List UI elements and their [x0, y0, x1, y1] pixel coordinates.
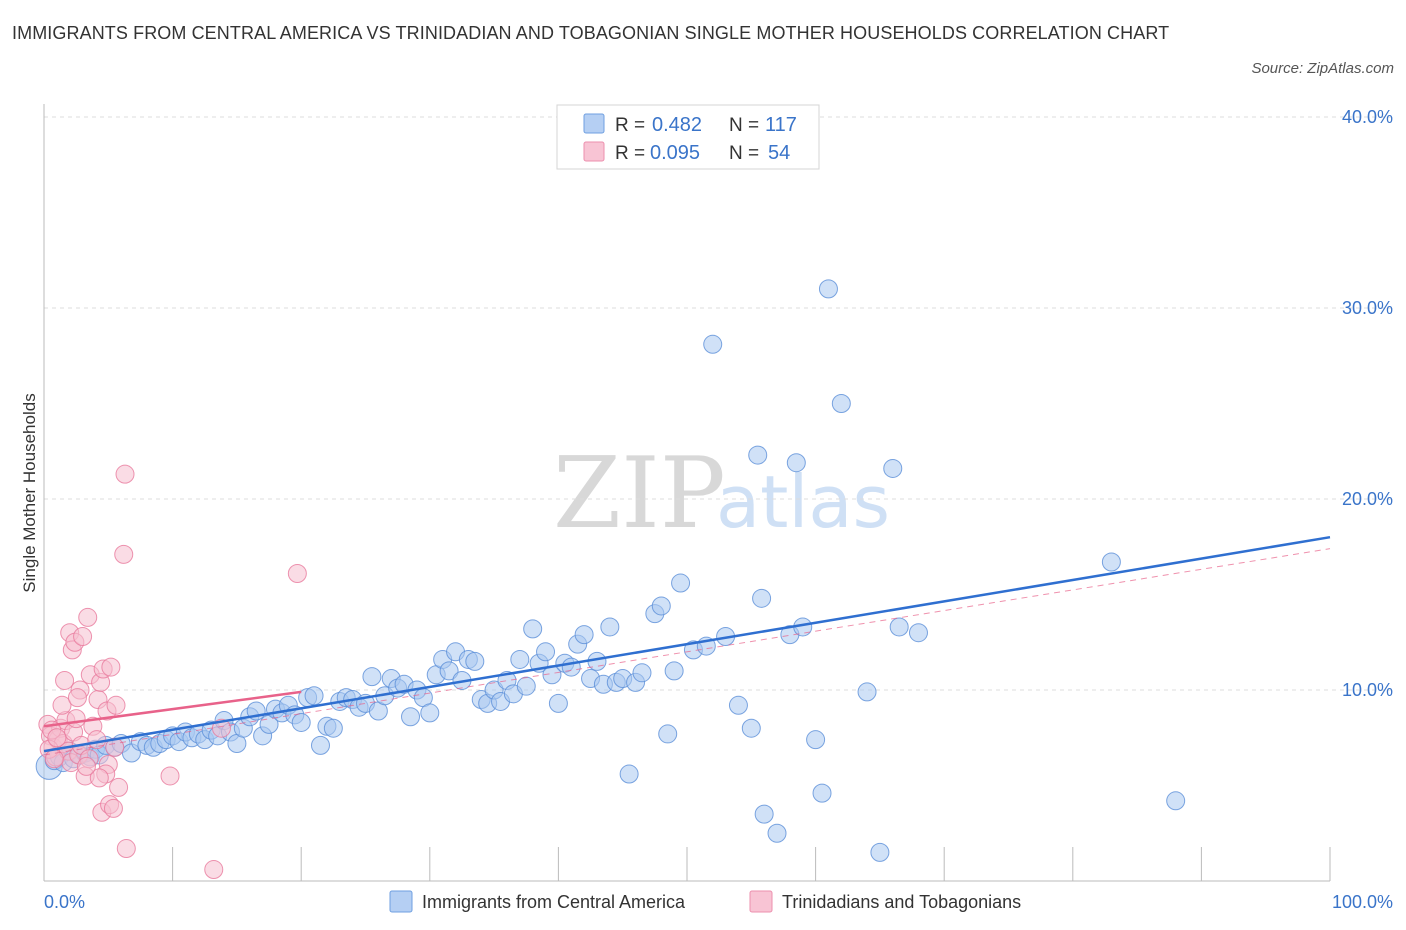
data-point-trinidad [55, 670, 75, 690]
data-point-trinidad [160, 766, 180, 786]
data-point-central-america [728, 695, 748, 715]
data-point-central-america [561, 657, 581, 677]
y-tick-label: 30.0% [1342, 298, 1393, 318]
data-point-central-america [908, 623, 928, 643]
stats-n-value-trinidad: 54 [768, 142, 790, 164]
data-point-central-america [651, 596, 671, 616]
stats-swatch-central-america [583, 113, 605, 134]
data-point-central-america [767, 823, 787, 843]
data-point-trinidad [103, 798, 123, 818]
stats-legend-box: R = 0.482 N = 117 R = 0.095 N = 54 [556, 104, 820, 170]
data-point-central-america [754, 804, 774, 824]
y-tick-label: 20.0% [1342, 489, 1393, 509]
data-point-central-america [401, 707, 421, 727]
trend-line-dashed [43, 548, 1331, 756]
watermark-zip: ZIP [553, 437, 726, 551]
trend-line-trinidad [43, 690, 302, 728]
data-point-central-america [812, 783, 832, 803]
data-point-central-america [1166, 791, 1186, 811]
data-point-central-america [516, 676, 536, 696]
series-trinidad-points [38, 464, 307, 880]
stats-n-label-1: N = [729, 115, 759, 136]
series-central-america-points [35, 279, 1186, 862]
legend-label-central-america[interactable]: Immigrants from Central America [422, 892, 686, 912]
legend-swatch-trinidad[interactable] [749, 890, 773, 913]
data-point-central-america [523, 619, 543, 639]
data-point-central-america [786, 453, 806, 473]
stats-n-value-central-america: 117 [765, 114, 797, 136]
data-point-central-america [362, 667, 382, 687]
data-point-central-america [889, 617, 909, 637]
data-point-central-america [741, 718, 761, 738]
data-point-trinidad [114, 544, 134, 564]
data-point-central-america [420, 703, 440, 723]
stats-r-value-trinidad: 0.095 [650, 142, 700, 164]
data-point-trinidad [47, 728, 67, 748]
data-point-central-america [1101, 552, 1121, 572]
gridlines [44, 116, 1393, 691]
y-tick-label: 10.0% [1342, 680, 1393, 700]
data-point-central-america [310, 735, 330, 755]
data-point-central-america [439, 661, 459, 681]
data-point-central-america [752, 588, 772, 608]
data-point-central-america [857, 682, 877, 702]
data-point-trinidad [78, 607, 98, 627]
data-point-central-america [671, 573, 691, 593]
legend-label-trinidad[interactable]: Trinidadians and Tobagonians [782, 892, 1021, 912]
data-point-central-america [831, 394, 851, 413]
data-point-trinidad [204, 860, 224, 880]
y-axis-label: Single Mother Households [20, 393, 39, 592]
data-point-central-america [574, 625, 594, 645]
chart-title: IMMIGRANTS FROM CENTRAL AMERICA VS TRINI… [12, 23, 1170, 43]
trend-line-central-america [43, 535, 1331, 753]
bottom-legend: Immigrants from Central America Trinidad… [389, 890, 1021, 913]
x-axis-ticks [43, 847, 1331, 881]
data-point-central-america [703, 334, 723, 354]
data-point-trinidad [116, 839, 136, 859]
data-point-central-america [291, 712, 311, 732]
data-point-trinidad [66, 709, 86, 729]
data-point-central-america [883, 458, 903, 478]
data-point-trinidad [76, 756, 96, 776]
stats-n-label-2: N = [729, 143, 759, 164]
data-point-central-america [632, 663, 652, 683]
data-point-central-america [465, 651, 485, 671]
y-axis-tick-labels: 10.0% 20.0% 30.0% 40.0% [1342, 107, 1393, 700]
stats-swatch-trinidad [583, 141, 605, 162]
data-point-central-america [600, 617, 620, 637]
stats-r-label-2: R = [615, 143, 645, 164]
stats-r-value-central-america: 0.482 [652, 114, 702, 136]
data-point-trinidad [101, 657, 121, 677]
data-point-central-america [536, 642, 556, 662]
data-point-trinidad [67, 688, 87, 708]
data-point-central-america [304, 686, 324, 706]
data-point-trinidad [115, 464, 135, 484]
data-point-central-america [818, 279, 838, 299]
data-point-central-america [748, 445, 768, 465]
data-point-trinidad [52, 695, 72, 715]
data-point-central-america [658, 724, 678, 744]
x-tick-label-min: 0.0% [44, 892, 85, 912]
data-point-central-america [619, 764, 639, 784]
data-point-central-america [664, 661, 684, 681]
x-tick-label-max: 100.0% [1332, 892, 1393, 912]
watermark-atlas: atlas [716, 460, 890, 544]
data-point-central-america [323, 718, 343, 738]
data-point-central-america [870, 842, 890, 862]
y-tick-label: 40.0% [1342, 107, 1393, 127]
stats-r-label-1: R = [615, 115, 645, 136]
data-point-trinidad [73, 627, 93, 647]
data-point-central-america [510, 649, 530, 669]
legend-swatch-central-america[interactable] [389, 890, 413, 913]
data-point-trinidad [109, 777, 129, 797]
data-point-trinidad [106, 695, 126, 715]
data-point-trinidad [287, 563, 307, 583]
data-point-central-america [548, 693, 568, 713]
watermark: ZIP atlas [553, 437, 890, 551]
data-point-central-america [806, 730, 826, 750]
source-label: Source: ZipAtlas.com [1251, 60, 1394, 77]
data-point-trinidad [89, 768, 109, 788]
trend-lines [43, 535, 1331, 756]
